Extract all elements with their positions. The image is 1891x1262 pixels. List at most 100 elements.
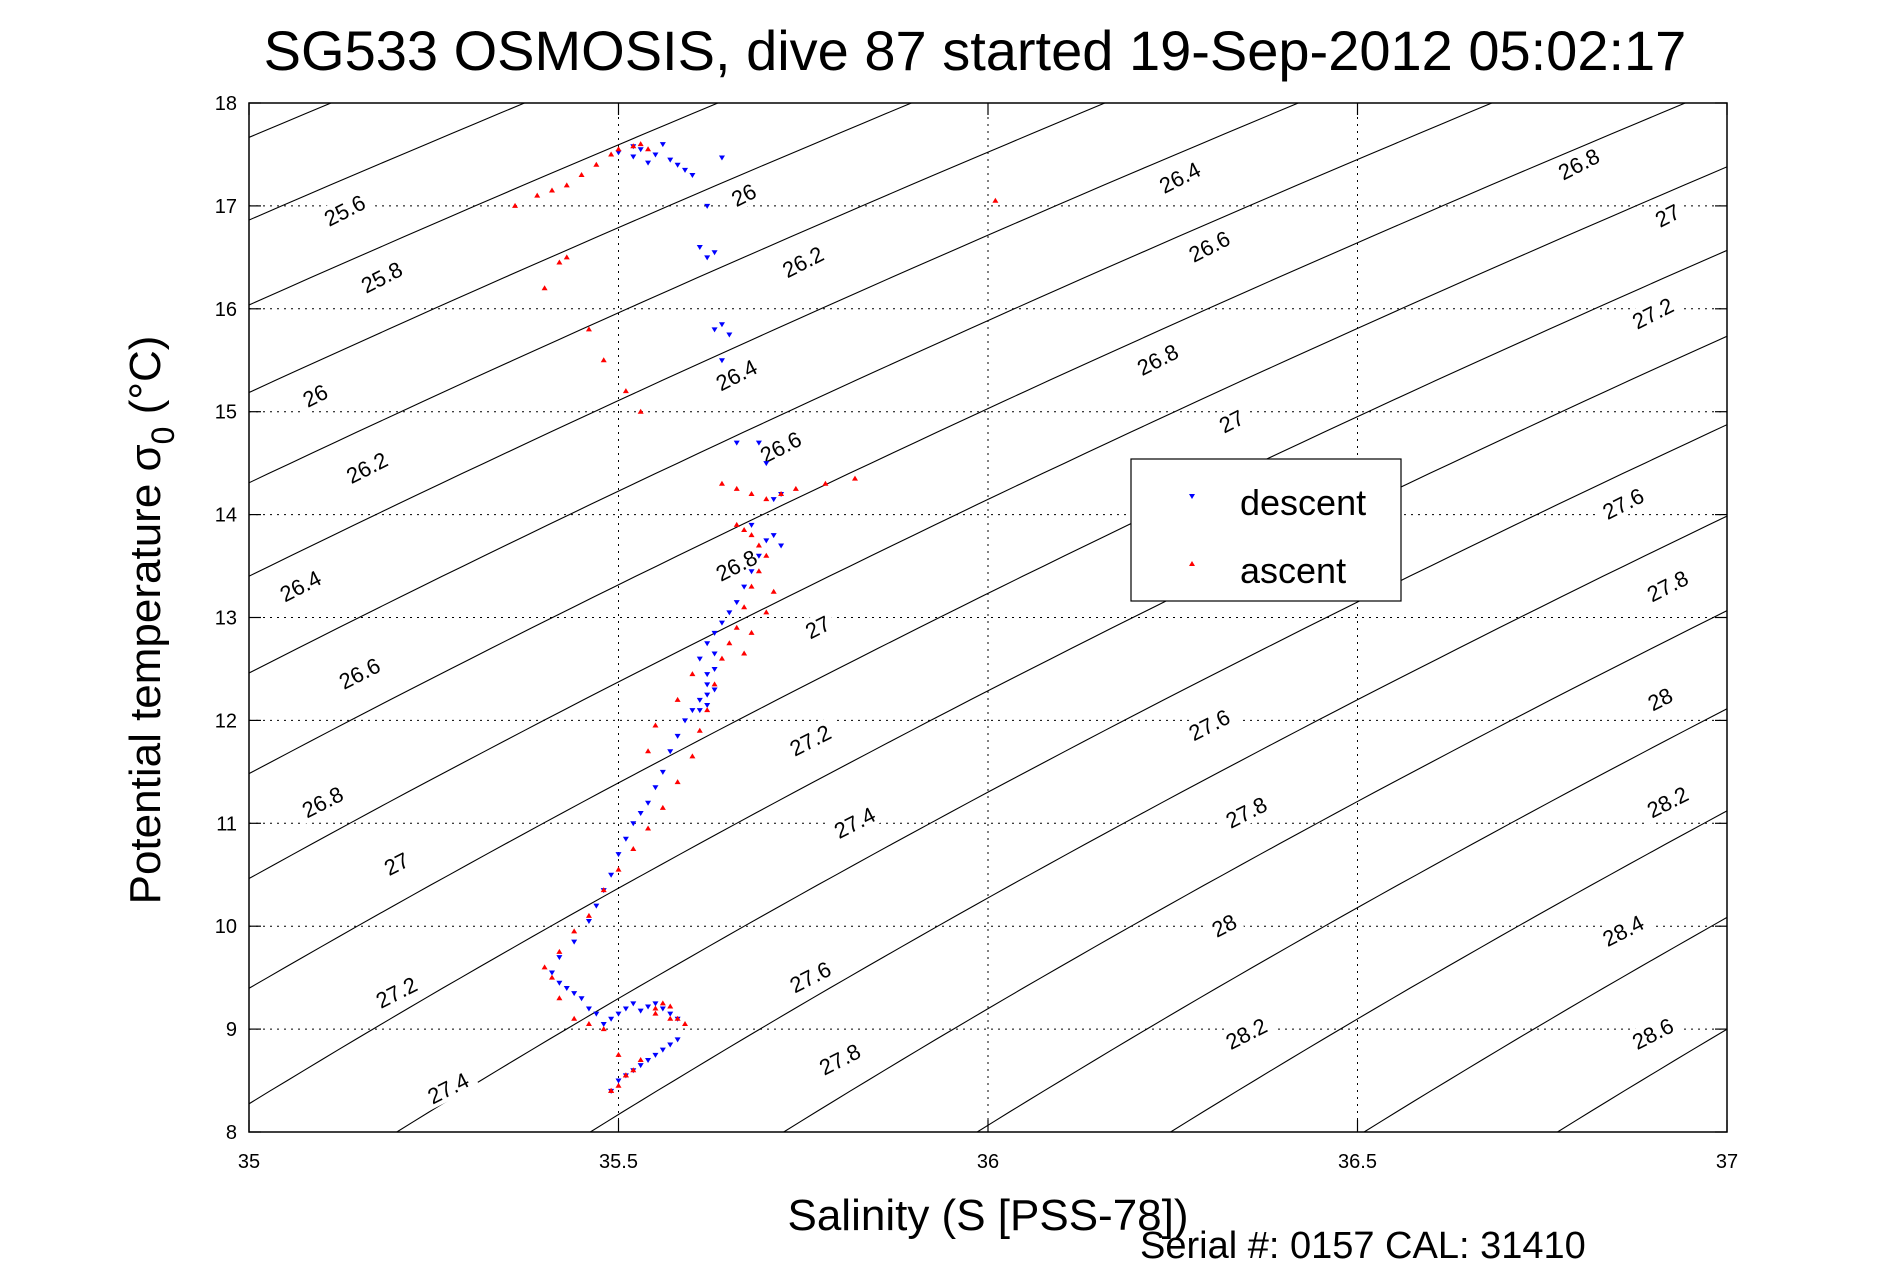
data-point-ascent [718, 655, 725, 661]
legend: descent ascent [1130, 458, 1402, 602]
contour-label-bg [375, 845, 417, 882]
data-point-descent [622, 1006, 629, 1012]
density-contour [783, 610, 1727, 1132]
data-point-descent [763, 461, 770, 467]
y-axis-label-main: Potential temperature σ [121, 444, 170, 904]
data-point-descent [726, 332, 733, 338]
data-point-descent [652, 152, 659, 158]
contour-label: 26 [723, 176, 765, 214]
data-point-descent [556, 980, 563, 986]
chart-title: SG533 OSMOSIS, dive 87 started 19-Sep-20… [264, 19, 1687, 82]
data-point-descent [571, 991, 578, 997]
data-point-descent [630, 1001, 637, 1007]
data-point-ascent [689, 753, 696, 759]
y-tick-label: 18 [215, 93, 237, 115]
density-contour [249, 103, 719, 306]
data-point-descent [696, 656, 703, 662]
contour-label-bg [1177, 700, 1241, 749]
data-point-descent [659, 142, 666, 148]
contour-label-bg [1636, 777, 1699, 826]
data-point-descent [726, 610, 733, 616]
data-point-descent [674, 162, 681, 168]
data-point-ascent [704, 707, 711, 713]
data-point-descent [674, 733, 681, 739]
y-tick-label: 12 [215, 710, 237, 732]
contour-label-bg [723, 176, 765, 214]
contour-label-bg [778, 716, 842, 764]
data-point-descent [585, 919, 592, 925]
data-point-ascent [755, 568, 762, 574]
data-point-descent [571, 939, 578, 945]
axis-ticks [248, 102, 1728, 1133]
contour-label-bg [1203, 906, 1245, 944]
contour-label-bg [1591, 479, 1655, 528]
contour-label-bg [749, 422, 812, 471]
contour-label-bg [1646, 196, 1689, 234]
contour-label-bg [771, 237, 835, 286]
data-point-ascent [770, 588, 777, 594]
data-point-descent [556, 955, 563, 961]
density-contour [249, 103, 1686, 775]
density-contour [976, 708, 1727, 1132]
y-tick-label: 13 [215, 608, 237, 630]
data-point-ascent [652, 1010, 659, 1016]
data-point-ascent [578, 172, 585, 178]
y-tick-label: 15 [215, 402, 237, 424]
data-point-descent [622, 836, 629, 842]
data-point-descent [682, 718, 689, 724]
legend-marker-descent [1189, 494, 1195, 499]
data-point-ascent [608, 1087, 615, 1093]
data-point-ascent [645, 748, 652, 754]
data-point-ascent [563, 254, 570, 260]
data-point-ascent [541, 285, 548, 291]
data-point-descent [615, 1011, 622, 1017]
data-point-ascent [682, 1020, 689, 1026]
data-point-ascent [637, 1056, 644, 1062]
legend-marker-ascent [1189, 561, 1195, 566]
data-point-descent [667, 1011, 674, 1017]
data-point-descent [659, 769, 666, 775]
data-point-descent [667, 1042, 674, 1048]
density-contour [1363, 916, 1727, 1132]
data-point-ascent [615, 146, 622, 152]
density-contour [1751, 103, 1891, 1132]
data-point-descent [615, 1078, 622, 1084]
data-point-ascent [571, 928, 578, 934]
data-point-descent [548, 970, 555, 976]
density-contour [249, 335, 1727, 1105]
data-point-descent [696, 708, 703, 714]
data-point-ascent [667, 1015, 674, 1021]
legend-label-descent: descent [1240, 482, 1366, 523]
density-contour [396, 424, 1727, 1132]
y-tick-label: 14 [215, 505, 237, 527]
data-point-ascent [674, 1015, 681, 1021]
data-point-descent [608, 1016, 615, 1022]
legend-box [1130, 458, 1402, 602]
data-point-descent [637, 1008, 644, 1014]
data-point-ascent [637, 408, 644, 414]
data-point-descent [645, 160, 652, 166]
contour-label-bg [1126, 335, 1189, 384]
data-point-ascent [741, 650, 748, 656]
data-point-descent [674, 1037, 681, 1043]
contour-label-bg [1591, 906, 1655, 955]
contour-label-bg [704, 541, 768, 590]
contour-label-bg [1210, 402, 1253, 440]
data-point-ascent [667, 1003, 674, 1009]
data-point-descent [718, 322, 725, 328]
contour-label-bg [1177, 222, 1241, 271]
data-point-descent [704, 672, 711, 678]
data-point-ascent [755, 542, 762, 548]
data-point-descent [593, 1011, 600, 1017]
x-axis-tick-labels: 35 35.5 36 36.5 37 [238, 1151, 1738, 1173]
data-point-ascent [600, 887, 607, 893]
data-point-descent [645, 1057, 652, 1063]
data-point-ascent [689, 671, 696, 677]
data-point-descent [755, 553, 762, 559]
data-point-descent [652, 1001, 659, 1007]
y-tick-label: 11 [216, 813, 237, 835]
data-point-descent [645, 800, 652, 806]
data-point-descent [778, 543, 785, 549]
data-point-ascent [645, 146, 652, 152]
data-point-descent [585, 1006, 592, 1012]
